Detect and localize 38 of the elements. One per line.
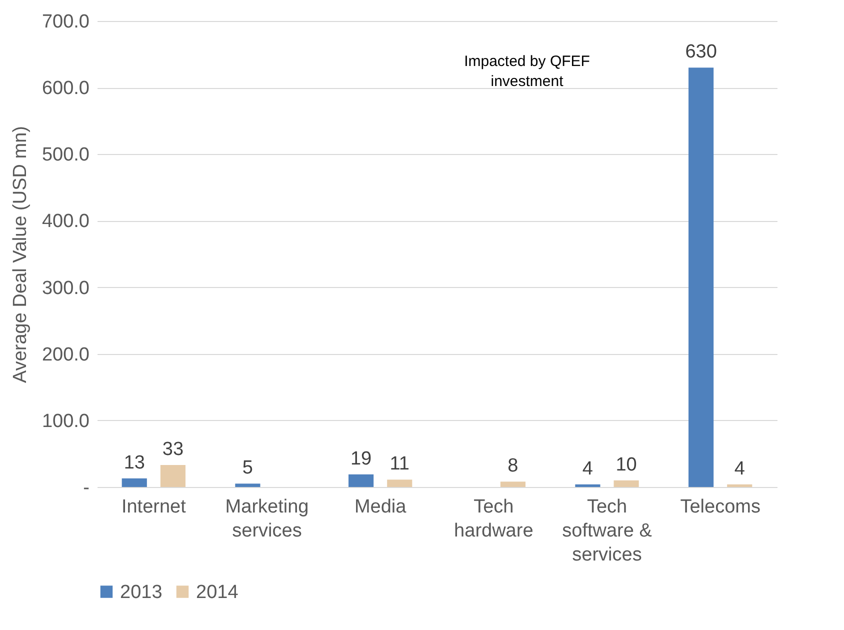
y-tick-label: 500.0	[42, 144, 90, 166]
y-tick-label: -	[83, 478, 90, 498]
y-axis-title: Average Deal Value (USD mn)	[10, 126, 31, 383]
y-tick-label: 700.0	[42, 12, 90, 32]
legend-label: 2013	[120, 582, 162, 603]
bar	[160, 465, 186, 487]
x-tick-label: Tech software & services	[562, 496, 652, 566]
data-label: 11	[390, 454, 410, 475]
annotation: Impacted by QFEF investment	[464, 53, 590, 90]
bar	[575, 484, 600, 487]
x-tick-label: Tech hardware	[454, 496, 534, 542]
data-label: 33	[162, 439, 184, 460]
y-tick-label: 600.0	[42, 78, 90, 100]
bar	[122, 478, 147, 487]
data-label: 4	[734, 458, 746, 480]
x-tick-label: Media	[354, 496, 407, 518]
bar	[500, 482, 526, 487]
y-tick-label: 200.0	[42, 344, 90, 366]
bar	[688, 68, 714, 487]
y-tick-label: 300.0	[42, 278, 90, 299]
x-tick-label: Internet	[121, 496, 187, 518]
bar	[387, 480, 412, 487]
x-tick-label: Telecoms	[680, 496, 760, 518]
x-tick-label: Marketing services	[225, 496, 309, 542]
bar	[235, 484, 260, 487]
data-label: 4	[582, 458, 594, 480]
data-label: 630	[685, 42, 717, 63]
legend-label: 2014	[196, 582, 239, 603]
data-label: 10	[616, 454, 637, 476]
bar	[614, 480, 639, 487]
data-label: 8	[508, 456, 518, 477]
data-label: 5	[242, 458, 253, 479]
bar	[348, 474, 374, 487]
bar	[727, 484, 752, 487]
y-tick-label: 400.0	[42, 211, 90, 232]
data-label: 13	[124, 452, 145, 474]
data-label: 19	[350, 448, 372, 470]
y-tick-label: 100.0	[42, 410, 90, 432]
